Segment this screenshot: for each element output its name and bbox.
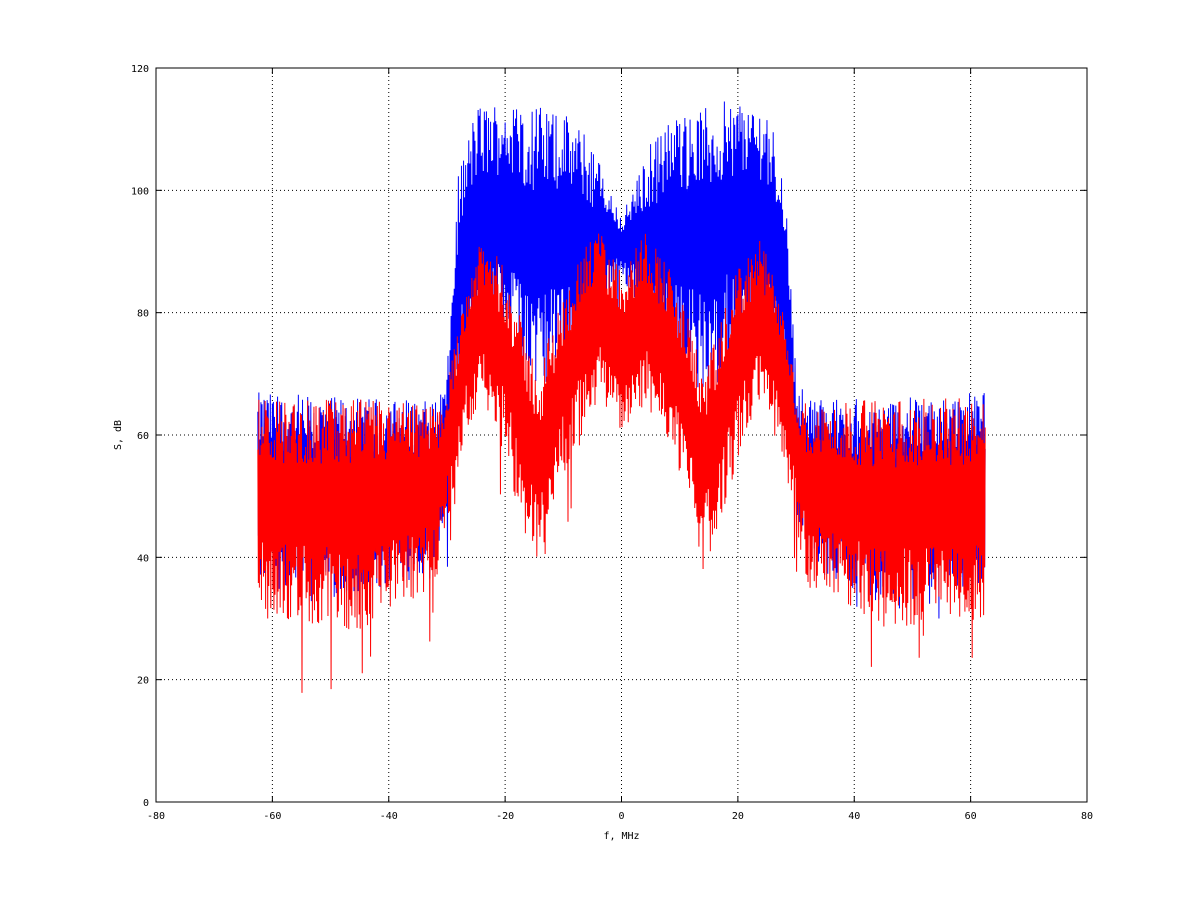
y-tick-label: 120 [131,64,149,75]
y-tick-label: 20 [137,676,149,687]
y-tick-label: 100 [131,186,149,197]
x-tick-label: -80 [147,811,165,822]
x-tick-label: 80 [1081,811,1093,822]
y-tick-label: 0 [143,798,149,809]
x-tick-label: 40 [848,811,860,822]
x-tick-label: -40 [380,811,398,822]
x-tick-label: -60 [263,811,281,822]
x-tick-label: 0 [618,811,624,822]
x-tick-label: 60 [965,811,977,822]
series-layer [257,101,986,693]
y-axis-label: S, dB [113,420,124,450]
x-axis-label: f, MHz [603,831,639,842]
y-tick-label: 80 [137,309,149,320]
ticks: -80 -60 -40 -20 0 20 40 60 80 0 20 40 60 80 100 120 [131,64,1093,822]
y-tick-label: 40 [137,553,149,564]
y-tick-label: 60 [137,431,149,442]
series-1-line [257,233,986,693]
x-tick-label: 20 [732,811,744,822]
x-tick-label: -20 [496,811,514,822]
